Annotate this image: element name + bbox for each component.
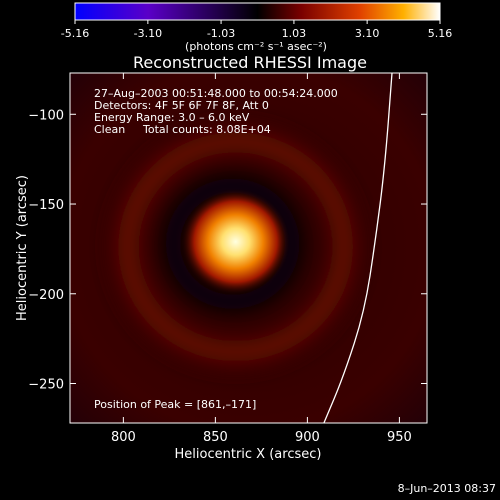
colorbar-tick-label: 5.16	[428, 27, 453, 40]
colorbar-tick-label: -1.03	[207, 27, 235, 40]
plot-frame	[69, 72, 428, 424]
x-axis-label: Heliocentric X (arcsec)	[175, 447, 322, 462]
image-area	[70, 73, 427, 423]
x-tick-label: 850	[203, 430, 228, 445]
y-tick-label: −150	[28, 198, 64, 213]
clean-label: Clean	[94, 123, 125, 136]
time-range-text: 27–Aug–2003 00:51:48.000 to 00:54:24.000	[94, 87, 338, 100]
x-tick-label: 950	[387, 430, 412, 445]
y-axis-label: Heliocentric Y (arcsec)	[15, 175, 30, 321]
y-axis-ticks: −100 −150 −200 −250	[28, 108, 427, 393]
peak-source	[180, 187, 291, 296]
y-tick-label: −100	[28, 108, 64, 123]
x-tick-label: 900	[295, 430, 320, 445]
x-tick-label: 800	[111, 430, 136, 445]
heatmap-layers	[96, 111, 375, 383]
peak-position-text: Position of Peak = [861,–171]	[94, 398, 256, 411]
timestamp: 8–Jun–2013 08:37	[398, 482, 496, 495]
colorbar-tick-label: 3.10	[355, 27, 380, 40]
energy-range-text: Energy Range: 3.0 – 6.0 keV	[94, 111, 250, 124]
colorbar-tick-label: -5.16	[61, 27, 89, 40]
colorbar-tick-label: -3.10	[134, 27, 162, 40]
x-axis-ticks: 800 850 900 950	[111, 73, 412, 445]
colorbar-unit-label: (photons cm⁻² s⁻¹ asec⁻²)	[185, 40, 327, 53]
colorbar: -5.16 -3.10 -1.03 1.03 3.10 5.16 (photons cm⁻…	[61, 2, 452, 53]
chart-title: Reconstructed RHESSI Image	[133, 53, 367, 72]
total-counts-text: Total counts: 8.08E+04	[142, 123, 271, 136]
limb-curve	[323, 73, 393, 423]
colorbar-gradient	[74, 2, 441, 21]
annotations: 27–Aug–2003 00:51:48.000 to 00:54:24.000…	[94, 87, 338, 411]
detectors-text: Detectors: 4F 5F 6F 7F 8F, Att 0	[94, 99, 269, 112]
y-tick-label: −200	[28, 288, 64, 303]
colorbar-ticks: -5.16 -3.10 -1.03 1.03 3.10 5.16	[61, 20, 452, 40]
y-tick-label: −250	[28, 378, 64, 393]
colorbar-tick-label: 1.03	[282, 27, 307, 40]
